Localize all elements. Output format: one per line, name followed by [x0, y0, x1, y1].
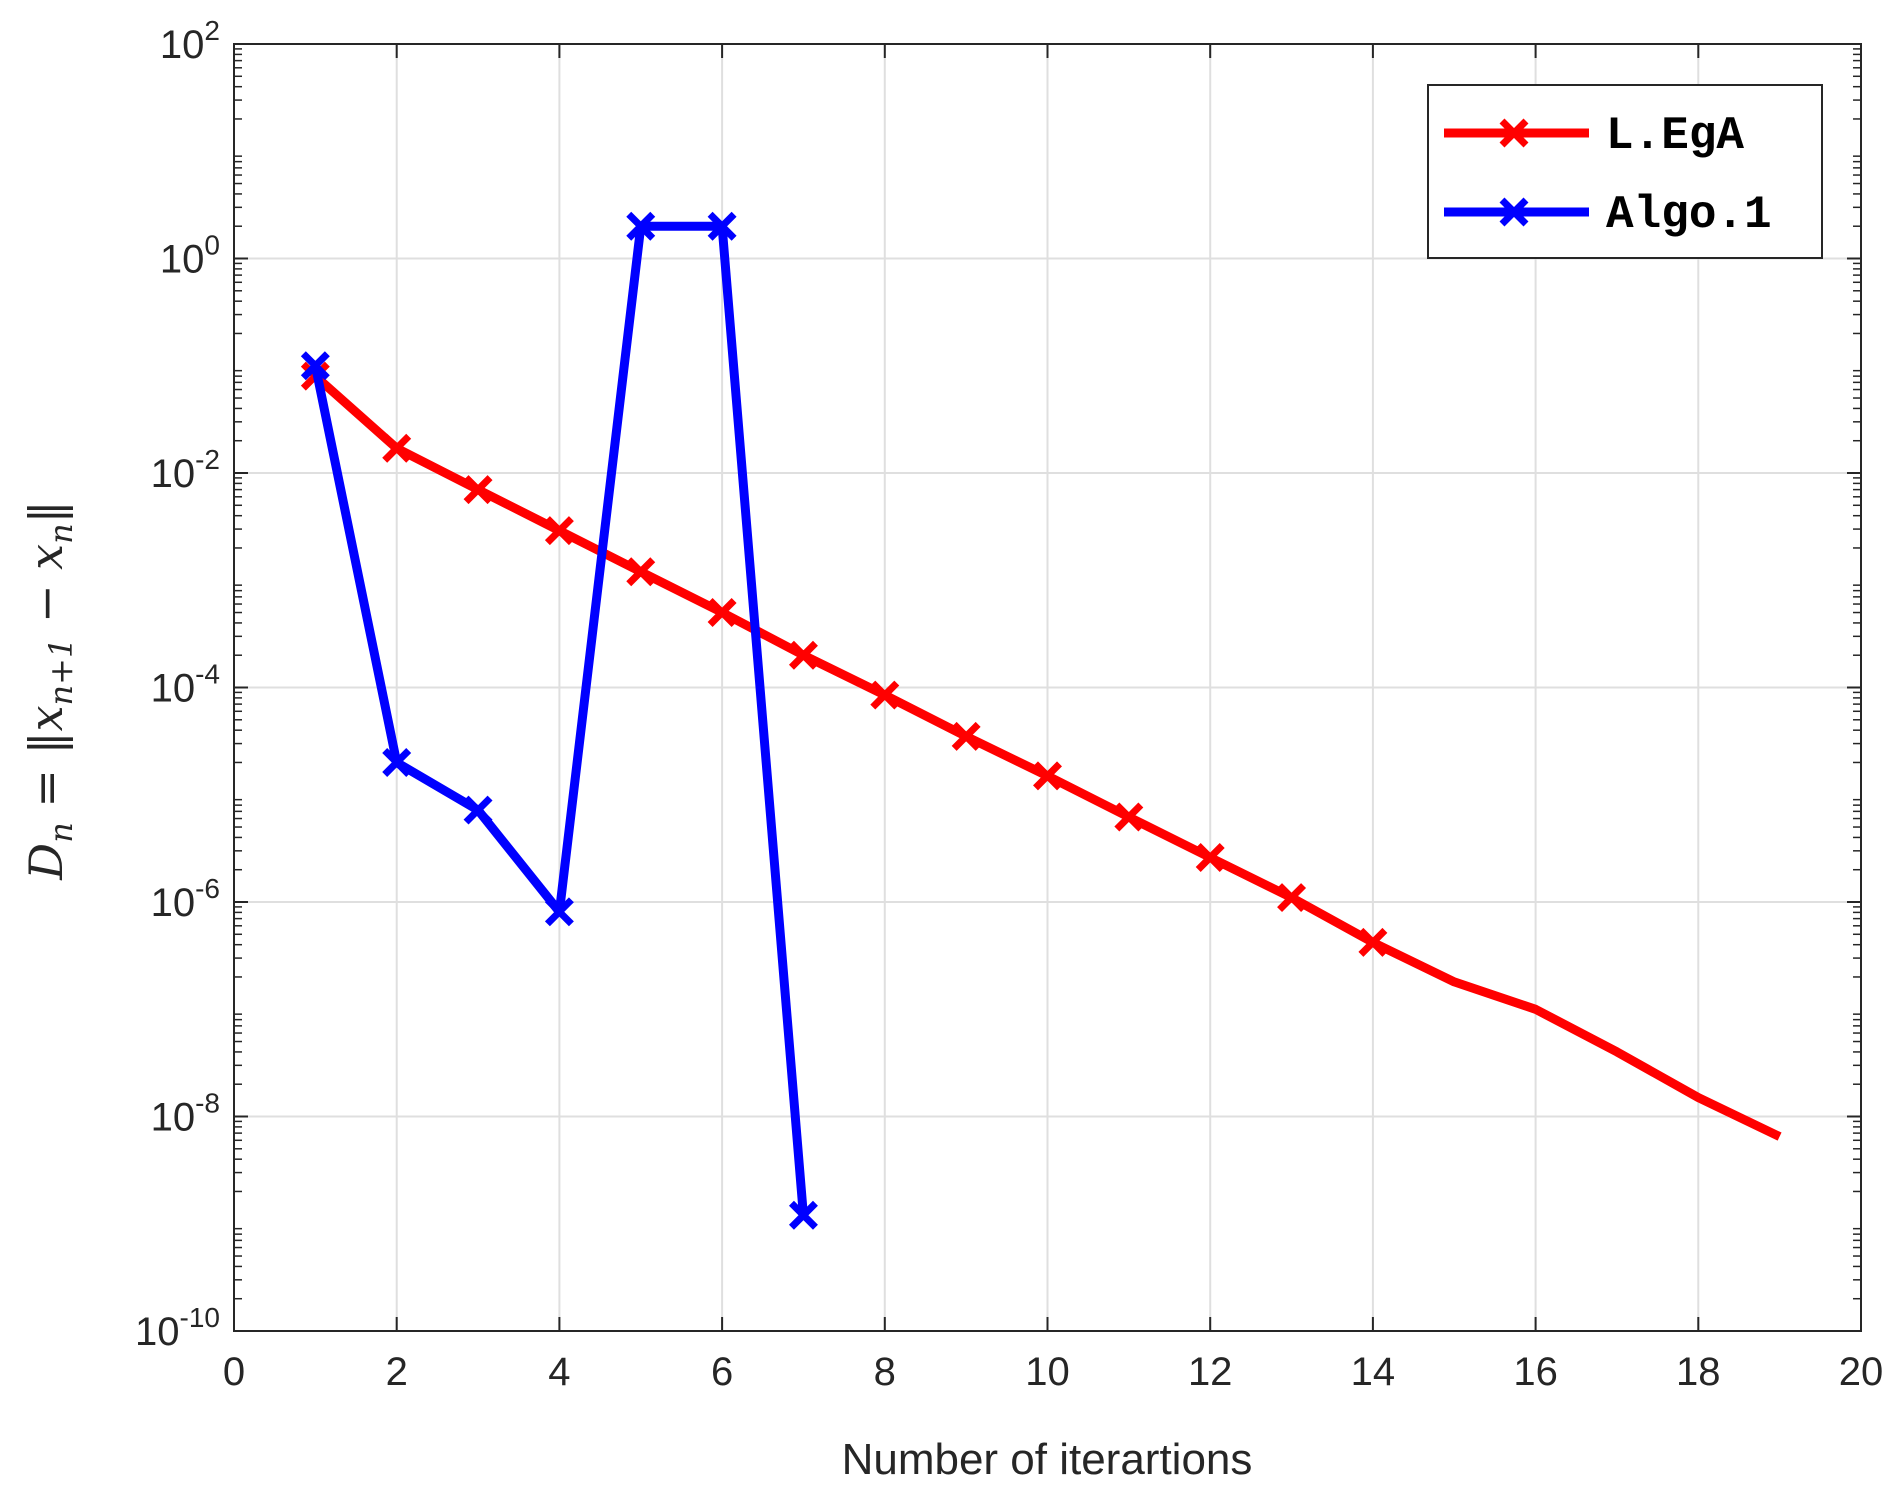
x-tick-label: 8	[874, 1350, 896, 1394]
data-point-l-ega	[788, 640, 818, 670]
x-tick-label: 14	[1351, 1350, 1396, 1394]
data-point-l-ega	[1033, 761, 1062, 791]
y-tick-exponent: 2	[204, 15, 220, 46]
y-tick-exponent: -2	[195, 444, 220, 475]
ylabel-lhs-main: D	[19, 843, 73, 881]
minor-ticks	[234, 48, 1861, 1300]
data-point-l-ega	[1358, 927, 1388, 957]
ylabel-norm-close: ‖	[19, 500, 73, 523]
data-point-algo-1	[463, 795, 493, 825]
data-point-algo-1	[544, 897, 574, 927]
legend-marker-algo-1	[1499, 197, 1529, 227]
ylabel-x1-main: x	[19, 705, 73, 731]
data-point-l-ega	[951, 721, 981, 751]
x-tick-label: 10	[1025, 1350, 1070, 1394]
x-tick-labels: 0 2 4 6 8 10 12 14 16 18 20	[223, 1350, 1883, 1394]
y-tick-exponent: 0	[204, 230, 220, 261]
y-tick-base: 10	[135, 1310, 180, 1354]
data-point-l-ega	[382, 433, 412, 463]
data-point-l-ega	[1195, 843, 1225, 872]
y-tick-base: 10	[151, 1096, 196, 1140]
data-point-algo-1	[300, 351, 330, 381]
y-tick-base: 10	[151, 452, 196, 496]
y-tick-label: 10-4	[151, 659, 220, 711]
y-tick-exponent: -10	[180, 1302, 220, 1333]
legend-marker-l-ega	[1499, 118, 1529, 148]
ylabel-x2-sub: n	[42, 523, 80, 544]
data-point-algo-1	[788, 1200, 818, 1230]
data-point-l-ega	[1114, 802, 1144, 832]
x-tick-label: 12	[1188, 1350, 1233, 1394]
data-point-l-ega	[707, 598, 737, 628]
legend-label-algo-1: Algo.1	[1606, 189, 1772, 241]
legend: L.EgA Algo.1	[1427, 84, 1823, 259]
data-point-l-ega	[626, 557, 656, 587]
data-point-algo-1	[707, 211, 737, 241]
legend-box	[1427, 84, 1823, 259]
y-tick-label: 102	[160, 15, 220, 67]
y-tick-exponent: -6	[195, 873, 220, 904]
x-tick-label: 4	[548, 1350, 570, 1394]
legend-label-l-ega: L.EgA	[1606, 110, 1744, 162]
y-tick-label: 10-8	[151, 1088, 220, 1140]
ylabel-minus: −	[19, 570, 73, 638]
y-tick-base: 10	[151, 667, 196, 711]
y-tick-label: 10-2	[151, 444, 220, 496]
x-axis-title: Number of iterartions	[842, 1435, 1253, 1484]
data-point-l-ega	[544, 516, 574, 546]
ylabel-x2-main: x	[19, 544, 73, 570]
plot-frame	[233, 43, 1862, 1332]
x-tick-label: 2	[386, 1350, 408, 1394]
y-tick-label: 100	[160, 230, 220, 282]
x-tick-label: 18	[1676, 1350, 1721, 1394]
data-point-l-ega	[1277, 883, 1307, 913]
data-point-algo-1	[382, 747, 412, 777]
x-tick-label: 0	[223, 1350, 245, 1394]
ylabel-norm-open: ‖	[19, 731, 73, 754]
y-tick-label: 10-10	[135, 1302, 220, 1354]
ylabel-x1-sub: n+1	[42, 638, 80, 706]
x-tick-label: 6	[711, 1350, 733, 1394]
data-point-l-ega	[870, 680, 900, 710]
y-tick-exponent: -8	[195, 1088, 220, 1119]
y-tick-base: 10	[160, 23, 205, 67]
y-tick-label: 10-6	[151, 873, 220, 925]
data-point-l-ega	[463, 475, 493, 505]
ylabel-lhs-sub: n	[42, 822, 80, 843]
series-algo-1	[300, 211, 818, 1230]
y-axis-title: Dn = ‖xn+1 − xn‖	[19, 500, 80, 880]
ylabel-eq: =	[19, 754, 73, 822]
data-point-algo-1	[626, 211, 656, 241]
series-group	[300, 211, 1782, 1230]
y-tick-base: 10	[160, 238, 205, 282]
y-tick-base: 10	[151, 881, 196, 925]
x-tick-label: 16	[1513, 1350, 1558, 1394]
y-tick-exponent: -4	[195, 659, 220, 690]
x-tick-label: 20	[1839, 1350, 1884, 1394]
